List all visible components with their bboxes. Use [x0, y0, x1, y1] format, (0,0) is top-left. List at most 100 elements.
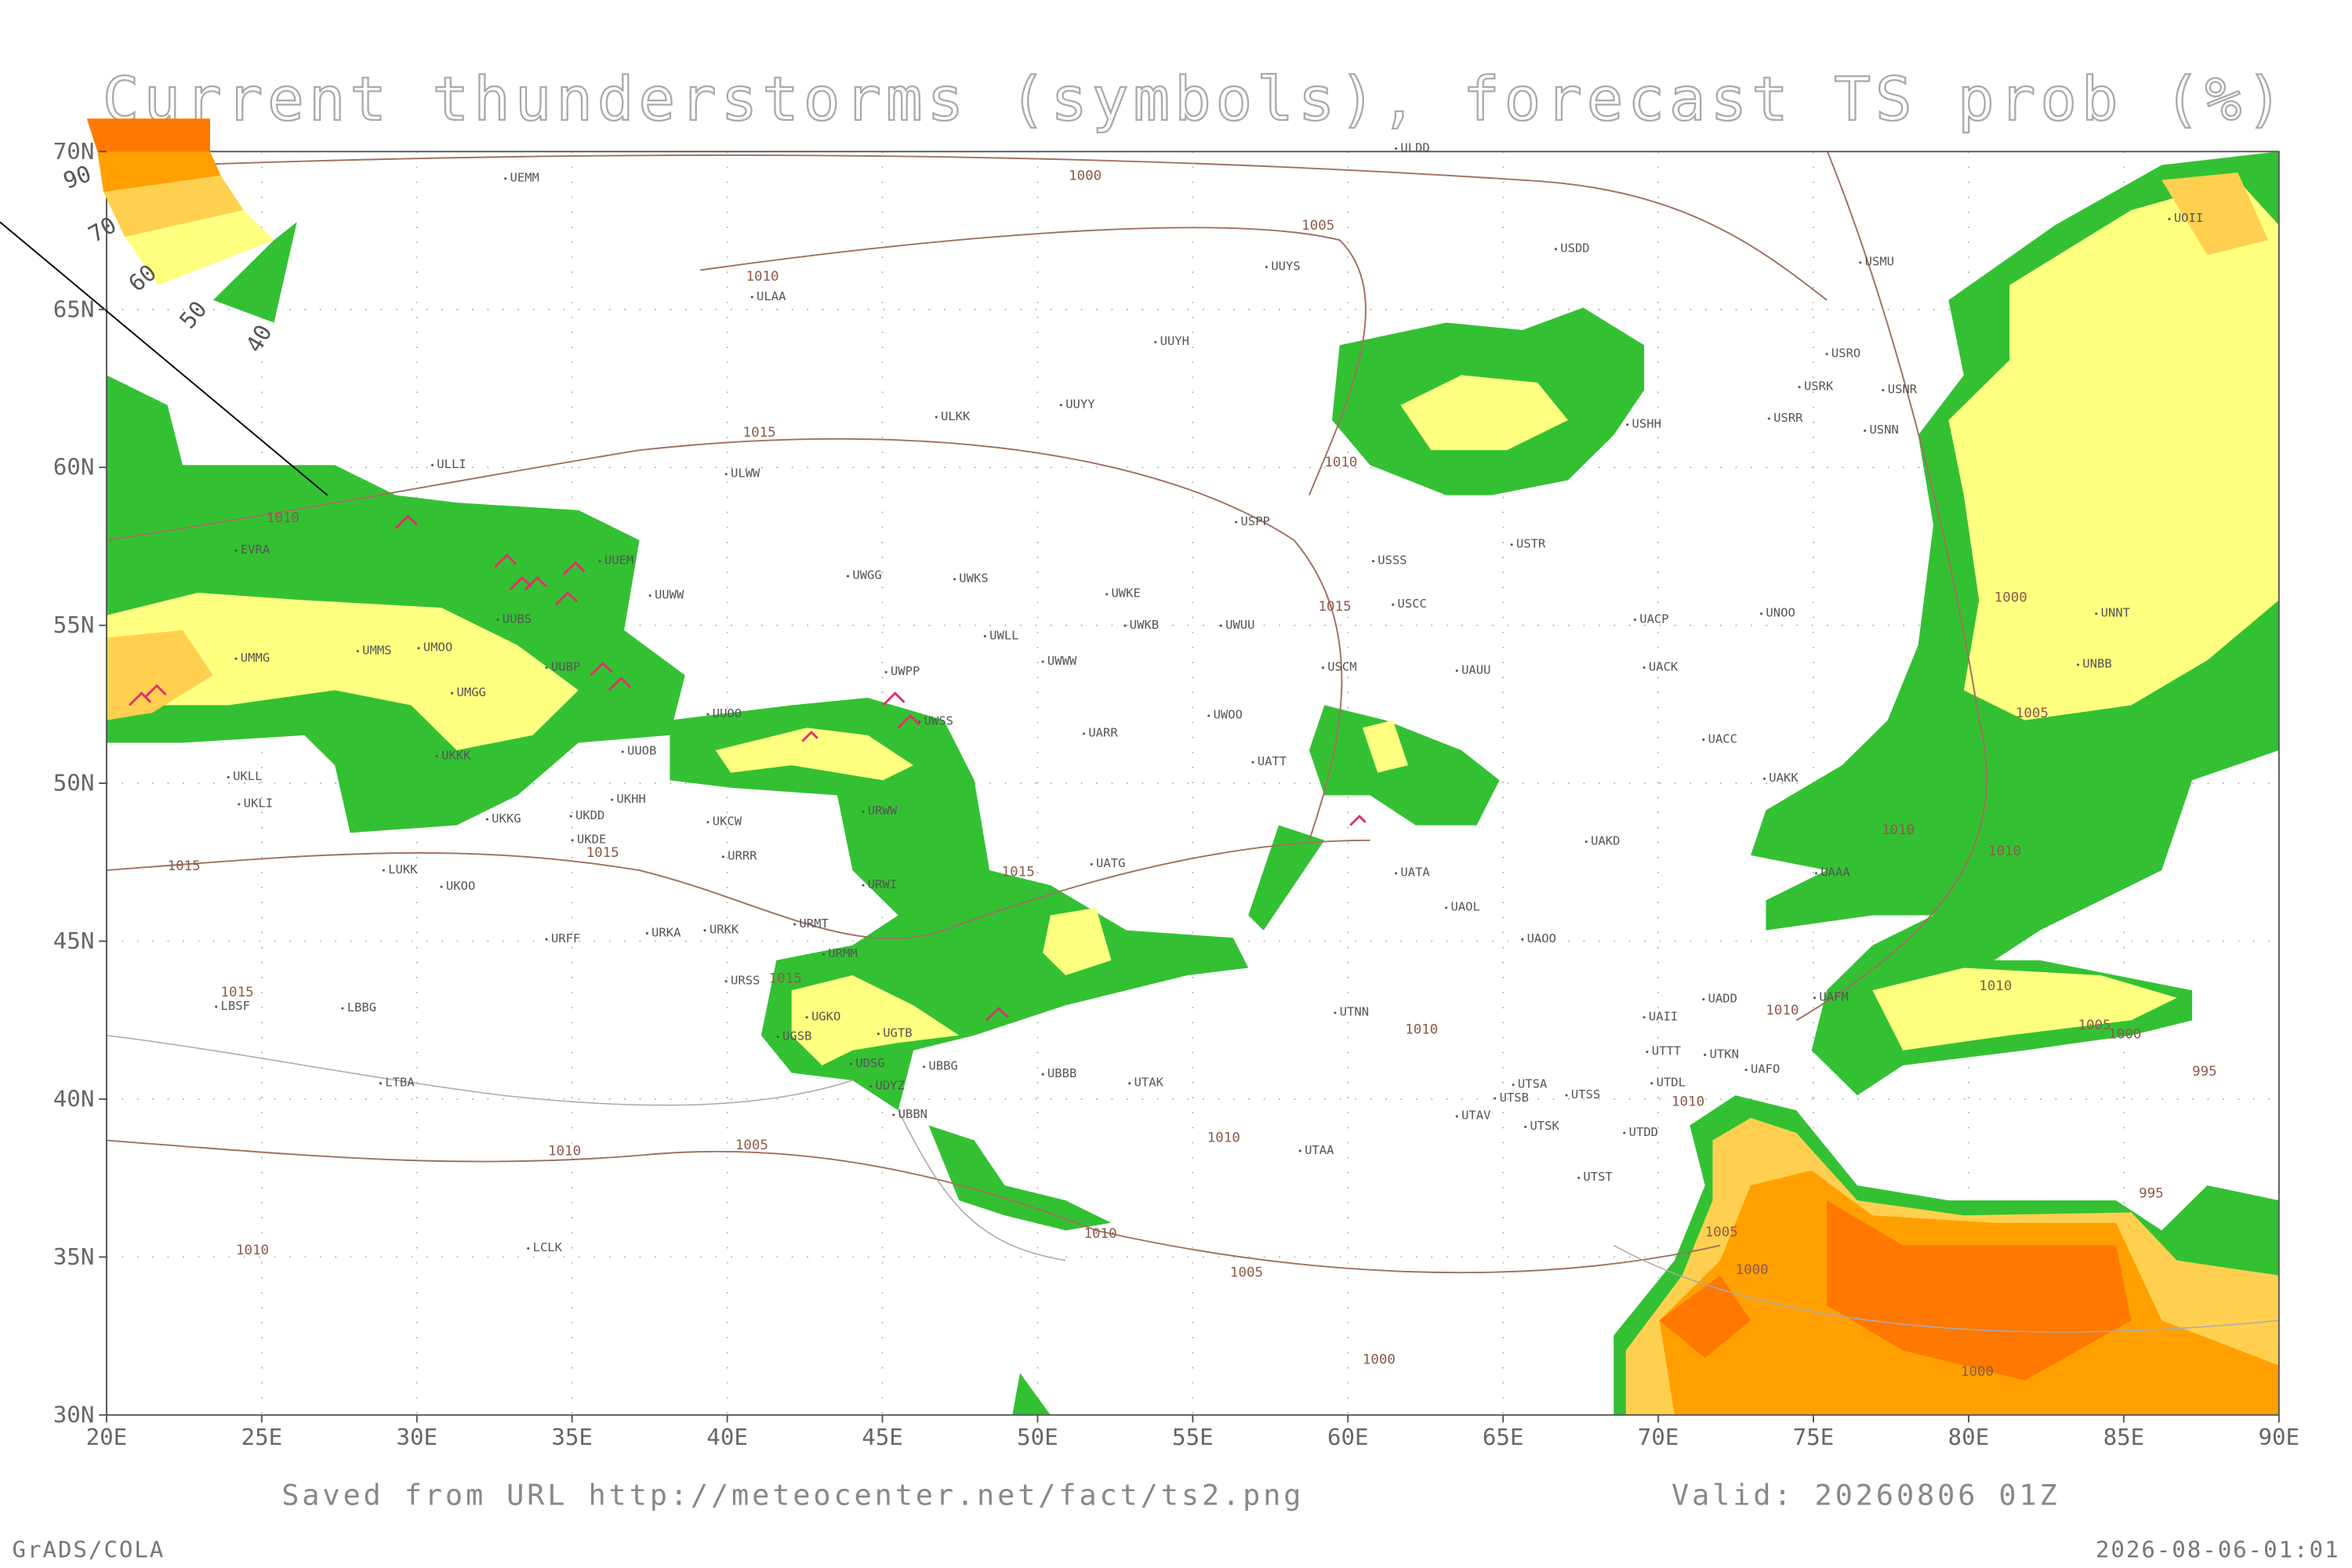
isobar-label: 1000: [1736, 1262, 1769, 1278]
station-label: UUYS: [1271, 260, 1300, 274]
station-dot: [234, 657, 238, 660]
station-dot: [1762, 777, 1766, 780]
lat-label: 55N: [53, 612, 95, 638]
station-dot: [1455, 1115, 1458, 1118]
lon-label: 40E: [706, 1424, 748, 1450]
station-dot: [1334, 1011, 1337, 1014]
ts-prob-area: [2161, 172, 2269, 256]
station-label: URMT: [799, 916, 828, 931]
station-dot: [1445, 906, 1448, 909]
isobar-label: 1010: [1671, 1094, 1704, 1110]
station-dot: [238, 803, 241, 806]
lat-label: 40N: [53, 1086, 95, 1112]
ts-prob-area: [791, 975, 960, 1065]
station-label: UKKG: [492, 811, 521, 826]
station-label: ULLI: [437, 457, 466, 471]
isobar-label: 1000: [1363, 1352, 1396, 1368]
station-label: UAII: [1649, 1010, 1678, 1024]
lat-label: 60N: [53, 454, 95, 481]
station-dot: [1767, 417, 1770, 420]
station-dot: [1510, 543, 1513, 546]
station-label: UKOO: [446, 879, 475, 893]
station-label: UTAA: [1305, 1143, 1334, 1157]
station-dot: [1702, 998, 1705, 1001]
isobar-label: 1010: [746, 269, 779, 285]
station-dot: [849, 1062, 852, 1065]
station-dot: [382, 869, 385, 872]
ts-prob-area: [1043, 907, 1112, 976]
station-dot: [430, 463, 434, 466]
title: Current thunderstorms (symbols), forecas…: [103, 65, 2288, 135]
lon-label: 70E: [1638, 1424, 1679, 1450]
lat-label: 35N: [53, 1243, 95, 1270]
station-label: UGSB: [782, 1029, 811, 1043]
lon-label: 30E: [396, 1424, 437, 1450]
station-label: UMOO: [423, 641, 452, 655]
station-label: UKHH: [616, 792, 645, 806]
station-dot: [750, 296, 753, 299]
station-label: UACP: [1639, 612, 1668, 626]
station-label: UUYY: [1065, 397, 1094, 412]
station-label: URMM: [828, 946, 857, 960]
isobar-label: 1010: [1405, 1022, 1438, 1038]
station-dot: [776, 1035, 779, 1039]
lat-label: 45N: [53, 927, 95, 954]
station-dot: [1554, 248, 1558, 251]
station-dot: [862, 884, 865, 887]
station-dot: [2095, 612, 2098, 615]
isobar-label: 1005: [1230, 1265, 1263, 1281]
ts-prob-area: [1362, 720, 1409, 773]
legend: [0, 118, 328, 496]
station-dot: [869, 1085, 873, 1088]
isobar-label: 1010: [267, 510, 299, 526]
lat-label: 70N: [53, 138, 95, 165]
station-label: UWGG: [852, 568, 881, 583]
station-label: UTKN: [1710, 1047, 1739, 1061]
station-label: LBSF: [221, 999, 250, 1013]
legend-band: [125, 209, 274, 285]
valid-time: Valid: 20260806 01Z: [1671, 1479, 2060, 1512]
station-dot: [1041, 1073, 1044, 1076]
station-label: USRR: [1773, 411, 1803, 425]
station-label: UNBB: [2082, 657, 2111, 671]
station-dot: [1825, 353, 1828, 356]
station-label: UAFO: [1751, 1062, 1780, 1076]
ts-prob-area: [715, 728, 914, 781]
station-label: ULWW: [731, 466, 760, 481]
station-label: URWW: [868, 804, 898, 818]
station-dot: [862, 810, 865, 813]
station-label: UATT: [1258, 754, 1287, 768]
station-label: UAKD: [1591, 834, 1620, 848]
station-label: ULDD: [1400, 140, 1429, 154]
station-label: USRO: [1831, 347, 1860, 361]
station-dot: [1105, 593, 1109, 596]
lon-label: 90E: [2258, 1424, 2299, 1450]
lon-label: 25E: [241, 1424, 283, 1450]
station-label: ULKK: [941, 409, 971, 423]
station-dot: [1646, 1051, 1649, 1054]
station-label: UAKK: [1769, 771, 1798, 785]
station-dot: [1814, 872, 1818, 875]
station-dot: [1082, 732, 1086, 735]
station-dot: [884, 670, 887, 673]
isobar: [106, 839, 1370, 939]
isobars: [106, 151, 2279, 1333]
station-label: UTSB: [1500, 1091, 1529, 1105]
station-label: URRR: [728, 849, 757, 863]
station-label: UKCW: [713, 815, 742, 829]
station-label: UKLI: [244, 797, 273, 811]
ts-prob-area: [1248, 825, 1325, 931]
station-label: UTAV: [1461, 1109, 1490, 1123]
station-dot: [1090, 862, 1093, 866]
station-dot: [1577, 1176, 1581, 1179]
station-label: UAFM: [1819, 990, 1848, 1004]
station-dot: [1623, 1131, 1626, 1134]
station-dot: [892, 1113, 895, 1116]
station-label: UATG: [1096, 856, 1125, 870]
station-label: USSS: [1377, 554, 1406, 568]
station-dot: [1154, 340, 1157, 343]
station-label: UWPP: [891, 664, 920, 678]
isobar-label: 1005: [1301, 218, 1334, 234]
isobar-label: 1010: [548, 1144, 581, 1160]
